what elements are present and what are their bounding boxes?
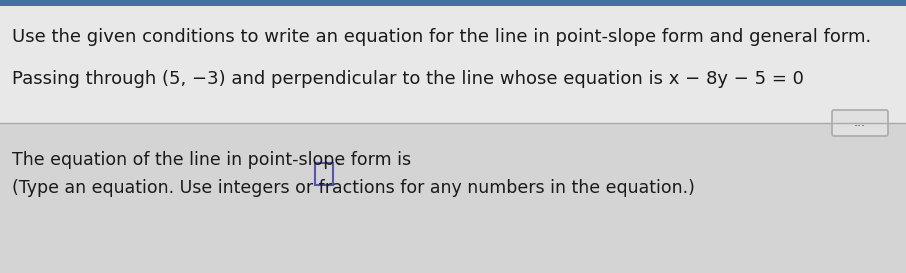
FancyBboxPatch shape	[315, 163, 333, 185]
Text: .: .	[335, 151, 341, 169]
Bar	[0, 123, 906, 273]
Text: (Type an equation. Use integers or fractions for any numbers in the equation.): (Type an equation. Use integers or fract…	[12, 179, 695, 197]
FancyBboxPatch shape	[832, 110, 888, 136]
Bar	[0, 0, 906, 123]
Text: Passing through (5, −3) and perpendicular to the line whose equation is x − 8y −: Passing through (5, −3) and perpendicula…	[12, 70, 804, 88]
Text: The equation of the line in point-slope form is: The equation of the line in point-slope …	[12, 151, 417, 169]
Bar	[0, 0, 906, 6]
Text: Use the given conditions to write an equation for the line in point-slope form a: Use the given conditions to write an equ…	[12, 28, 872, 46]
Text: ...: ...	[854, 117, 866, 129]
